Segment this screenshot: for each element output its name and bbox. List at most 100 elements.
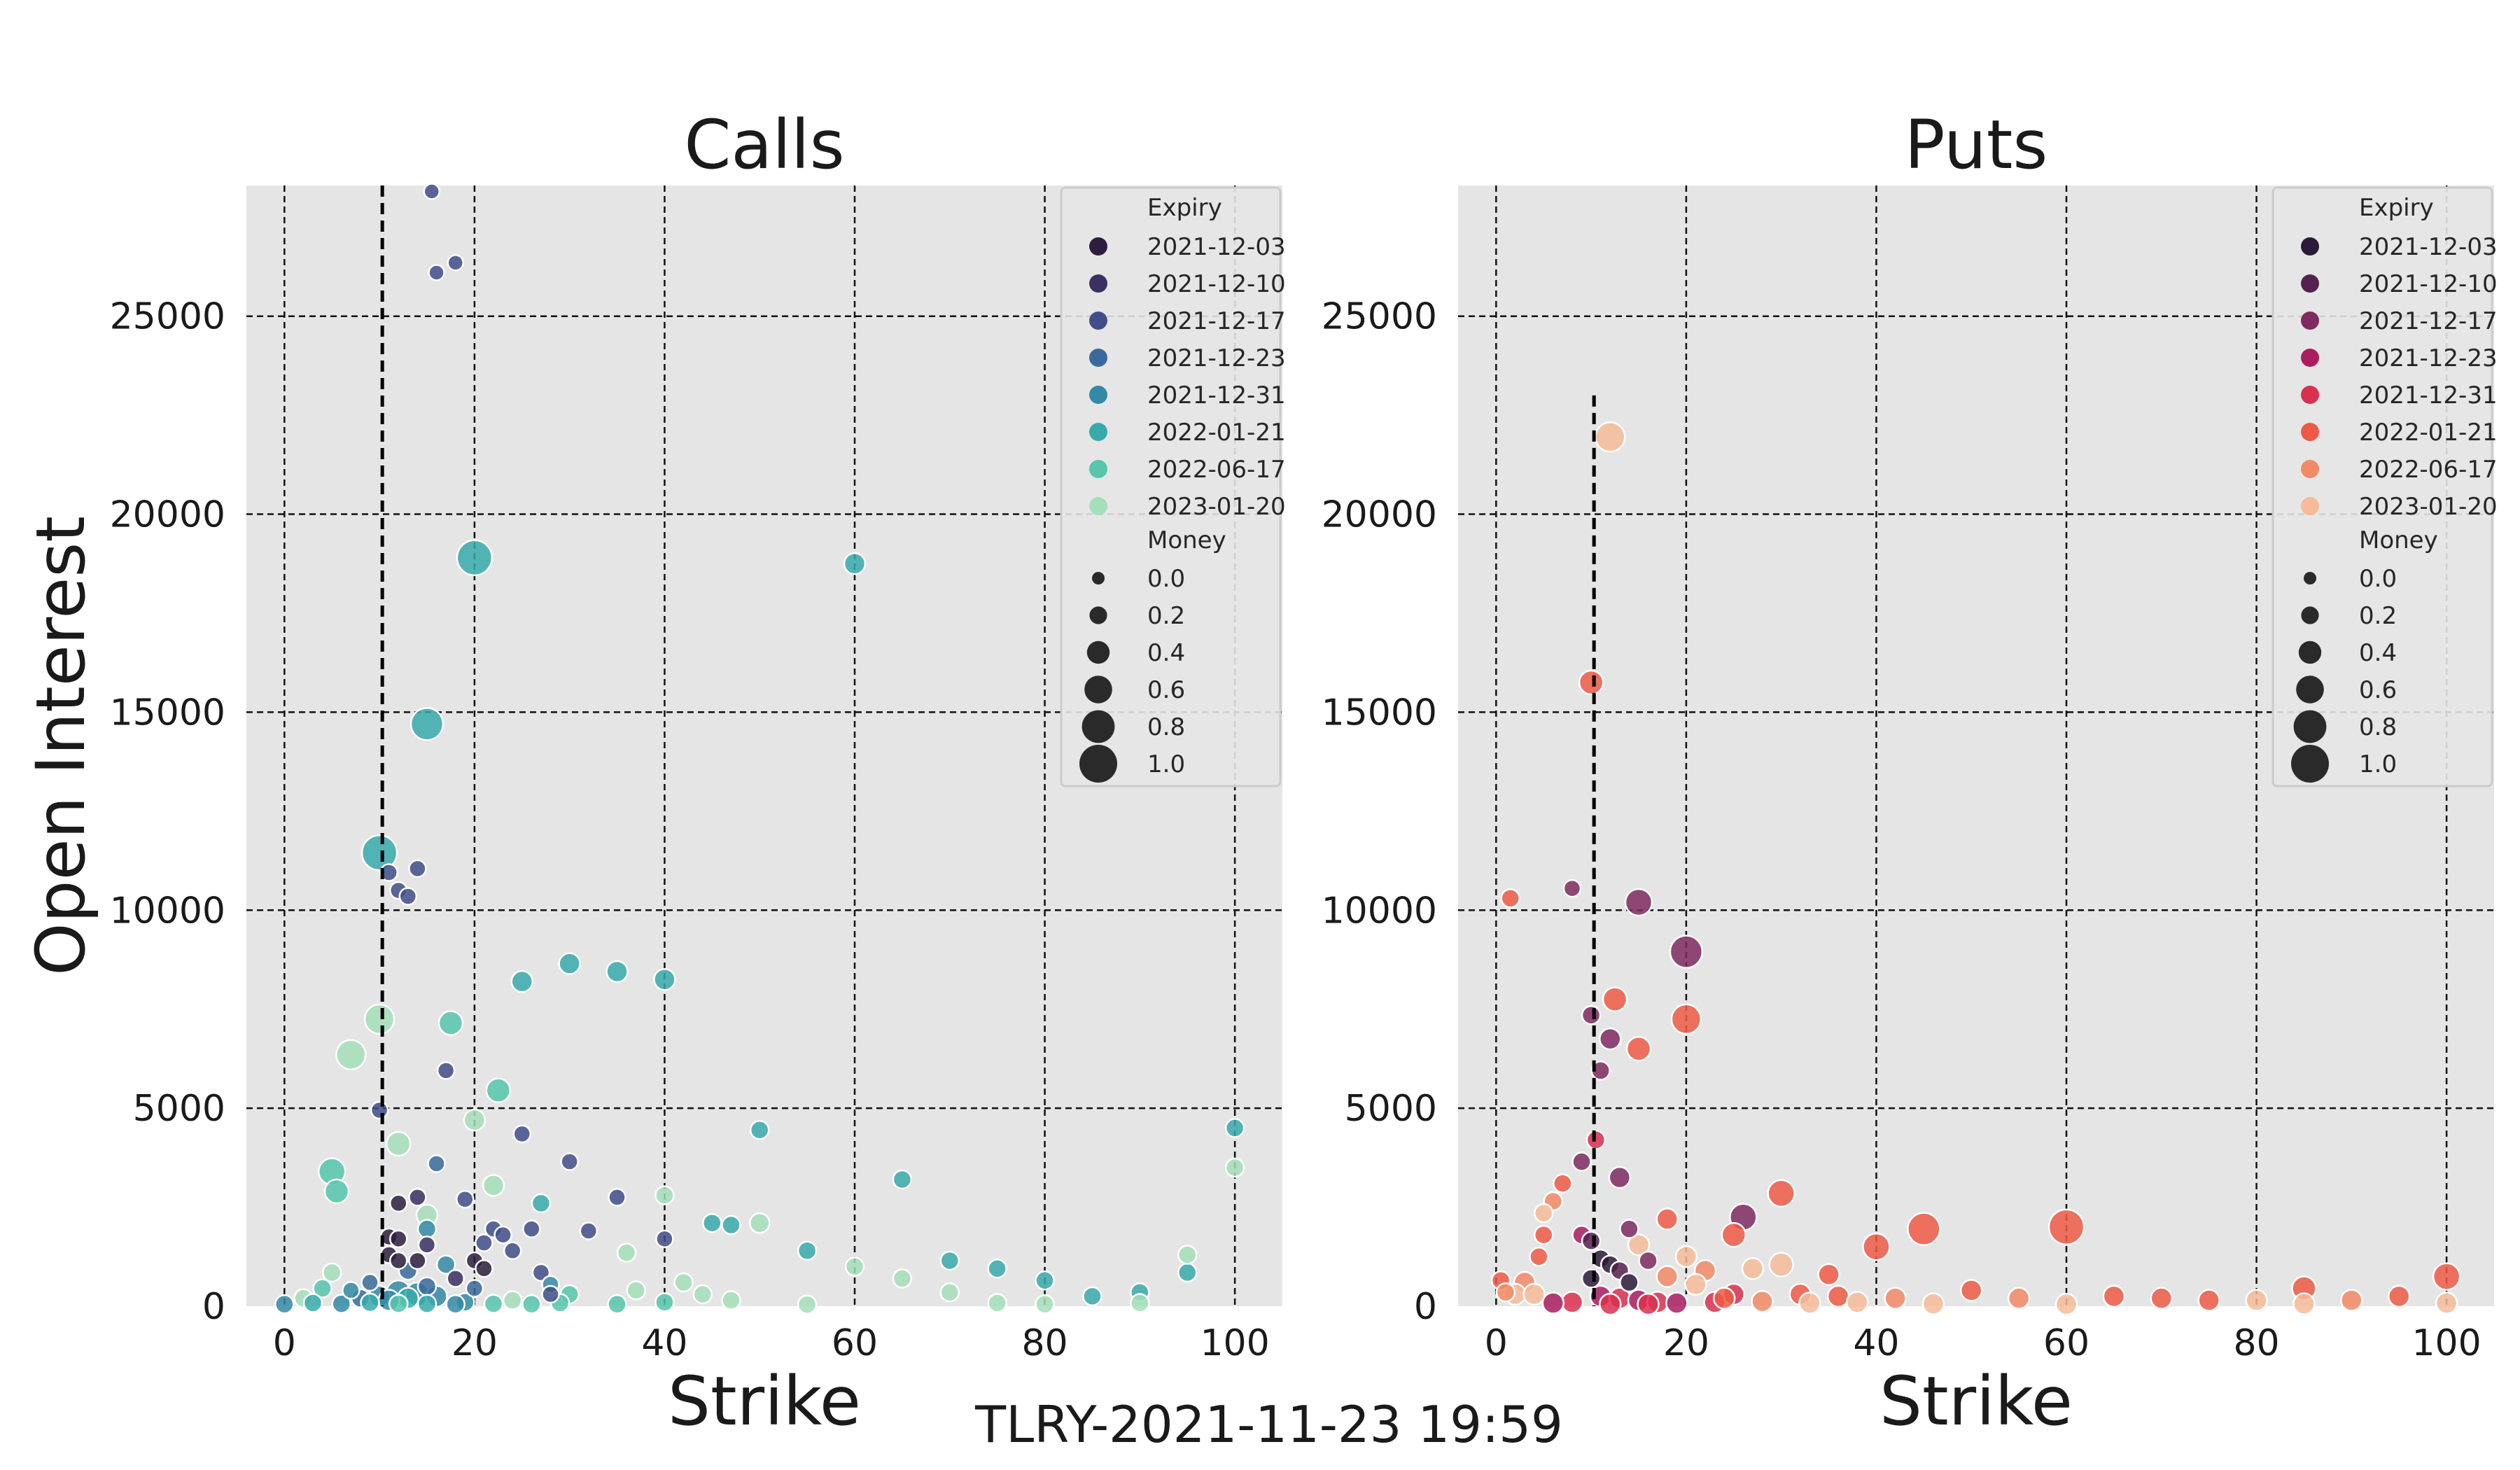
y-tick-label: 5000 xyxy=(1345,1088,1437,1130)
scatter-point xyxy=(1846,1291,1869,1314)
legend-hue-marker xyxy=(1089,274,1107,293)
scatter-point xyxy=(302,1293,323,1313)
legend-size-label: 0.0 xyxy=(1147,565,1185,593)
scatter-point xyxy=(1598,1027,1622,1051)
legend-hue-marker xyxy=(2301,274,2319,293)
scatter-point xyxy=(360,1273,379,1292)
scatter-point xyxy=(1959,1279,1983,1302)
scatter-point xyxy=(1741,1257,1765,1280)
scatter-point xyxy=(1035,1294,1055,1315)
legend-hue-marker xyxy=(2301,423,2319,441)
legend-size-marker xyxy=(2291,745,2329,783)
scatter-point xyxy=(1594,421,1626,453)
legend-size-marker xyxy=(1079,745,1117,783)
scatter-point xyxy=(1177,1262,1198,1283)
scatter-point xyxy=(797,1294,818,1315)
x-tick-label: 80 xyxy=(1021,1322,1068,1364)
legend-hue-marker xyxy=(1089,386,1107,404)
x-tick-label: 0 xyxy=(273,1322,296,1364)
scatter-point xyxy=(435,1254,456,1275)
legend-size-label: 0.6 xyxy=(2359,676,2397,704)
legend-box xyxy=(1060,186,1282,788)
legend-hue-title: Expiry xyxy=(2359,194,2434,222)
scatter-point xyxy=(748,1212,771,1234)
legend-size-label: 0.2 xyxy=(1147,602,1185,630)
scatter-point xyxy=(502,1290,523,1310)
legend: Expiry 2021-12-03 2021-12-10 2021-12-17 2021… xyxy=(1060,186,1286,788)
scatter-point xyxy=(2197,1289,2220,1312)
calls-panel: 0 20 40 60 80 100 0 5000 10000 15000 20000 25000 Cal… xyxy=(22,106,1286,1441)
scatter-point xyxy=(1586,1130,1606,1150)
scatter-point xyxy=(446,1269,465,1288)
legend-hue-label: 2021-12-23 xyxy=(1147,344,1286,372)
scatter-point xyxy=(456,539,493,577)
legend-hue-marker xyxy=(2301,497,2319,515)
scatter-point xyxy=(1619,1272,1639,1293)
legend-hue-label: 2021-12-10 xyxy=(1147,270,1286,298)
legend-size-marker xyxy=(1092,572,1105,584)
scatter-point xyxy=(410,707,444,741)
scatter-point xyxy=(485,1077,512,1103)
scatter-point xyxy=(626,1280,646,1301)
scatter-point xyxy=(721,1214,741,1236)
legend-hue-marker xyxy=(1089,460,1107,478)
legend-size-label: 0.4 xyxy=(1147,639,1185,667)
scatter-point xyxy=(2102,1284,2126,1308)
scatter-point xyxy=(1638,1250,1658,1271)
scatter-point xyxy=(416,1219,438,1239)
scatter-point xyxy=(416,1276,438,1296)
scatter-point xyxy=(2432,1262,2461,1291)
scatter-point xyxy=(939,1282,960,1303)
y-tick-label: 10000 xyxy=(1322,890,1437,932)
scatter-point xyxy=(1656,1265,1679,1288)
legend-hue-label: 2021-12-17 xyxy=(1147,307,1286,335)
scatter-point xyxy=(987,1293,1007,1313)
scatter-point xyxy=(436,1061,456,1080)
scatter-point xyxy=(2292,1292,2316,1315)
legend-box xyxy=(2272,186,2493,788)
x-axis-label: Strike xyxy=(1879,1362,2073,1441)
scatter-point xyxy=(721,1290,741,1310)
scatter-point xyxy=(1572,1152,1592,1172)
scatter-point xyxy=(531,1263,551,1282)
scatter-point xyxy=(363,1003,396,1035)
scatter-point xyxy=(1656,1208,1679,1231)
legend-size-label: 1.0 xyxy=(2359,750,2397,778)
scatter-point xyxy=(1562,878,1582,898)
scatter-point xyxy=(1529,1247,1549,1267)
scatter-point xyxy=(321,1262,342,1283)
scatter-point xyxy=(360,834,398,872)
scatter-point xyxy=(1669,934,1704,969)
scatter-point xyxy=(398,887,418,906)
scatter-point xyxy=(360,1292,380,1313)
scatter-point xyxy=(579,1222,598,1240)
x-tick-label: 20 xyxy=(1663,1322,1709,1364)
scatter-point xyxy=(1624,888,1653,917)
scatter-point xyxy=(385,1130,412,1157)
scatter-point xyxy=(447,254,464,272)
panel-title: Calls xyxy=(684,106,844,184)
scatter-point xyxy=(1590,1060,1611,1081)
scatter-point xyxy=(1798,1292,1821,1315)
legend-hue-label: 2022-06-17 xyxy=(1147,456,1286,484)
scatter-point xyxy=(844,1256,865,1277)
y-tick-label: 20000 xyxy=(110,494,225,536)
legend-size-marker xyxy=(2293,710,2327,743)
scatter-point xyxy=(1619,1219,1639,1239)
scatter-point xyxy=(892,1169,913,1190)
scatter-point xyxy=(749,1120,770,1140)
scatter-point xyxy=(274,1294,295,1315)
legend-size-label: 0.0 xyxy=(2359,565,2397,593)
scatter-point xyxy=(616,1242,637,1263)
legend-size-marker xyxy=(2304,572,2316,584)
y-tick-label: 0 xyxy=(202,1286,225,1328)
scatter-point xyxy=(558,952,581,975)
legend-hue-marker xyxy=(2301,349,2319,367)
legend-size-label: 0.6 xyxy=(1147,676,1185,704)
scatter-point xyxy=(2245,1289,2268,1312)
scatter-point xyxy=(1670,1003,1702,1035)
scatter-point xyxy=(1560,1291,1584,1314)
legend-size-marker xyxy=(1084,676,1112,704)
scatter-point xyxy=(2435,1292,2458,1315)
